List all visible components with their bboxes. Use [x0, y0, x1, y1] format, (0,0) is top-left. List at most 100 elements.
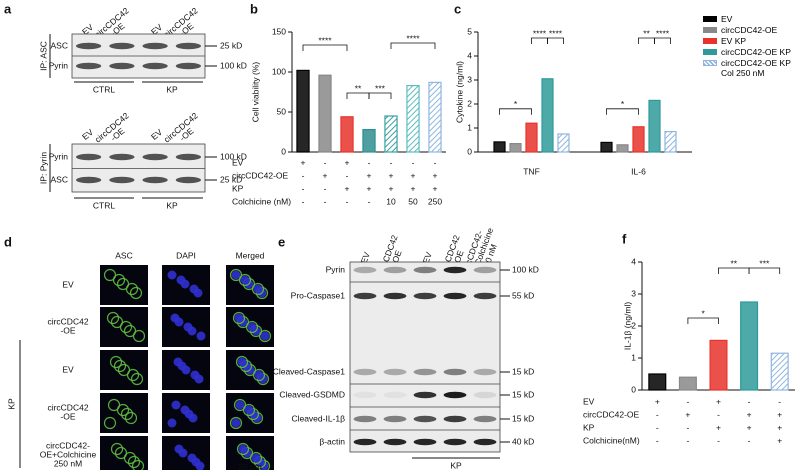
bar	[648, 373, 667, 391]
nucleus	[196, 331, 206, 341]
condition-sign: +	[389, 183, 394, 193]
marker-label: 40 kD	[512, 436, 534, 446]
row-label: Cleaved-Caspase1	[273, 366, 346, 376]
nucleus	[237, 357, 247, 367]
significance-label: ***	[375, 83, 386, 93]
condition-sign: +	[747, 422, 752, 432]
nucleus	[238, 444, 248, 454]
y-tick-label: 100	[272, 66, 286, 76]
blot-band	[473, 292, 497, 300]
nucleus	[253, 284, 263, 294]
row-label: Pyrin	[326, 264, 346, 274]
marker-label: 100 kD	[512, 264, 539, 274]
row-label: Pyrin	[49, 60, 69, 70]
bar	[770, 352, 789, 391]
panel-label: b	[250, 1, 258, 16]
nucleus	[176, 275, 186, 285]
condition-sign: +	[389, 170, 394, 180]
column-label: DAPI	[176, 250, 196, 260]
blot-band	[75, 62, 102, 70]
asc-signal	[127, 455, 141, 469]
condition-sign: +	[433, 170, 438, 180]
blot-band	[353, 415, 377, 423]
micrograph	[100, 393, 148, 433]
blot-band	[109, 62, 135, 70]
nucleus	[235, 400, 245, 410]
condition-label: KP	[583, 422, 595, 432]
nucleus	[251, 453, 261, 463]
asc-signal	[129, 286, 143, 300]
nucleus	[174, 444, 184, 454]
y-tick-label: 2	[467, 98, 472, 108]
condition-sign: -	[302, 196, 305, 206]
nucleus	[167, 270, 177, 280]
marker-label: 15 kD	[512, 389, 534, 399]
blot-band	[413, 266, 437, 274]
condition-sign: +	[716, 422, 721, 432]
blot-band	[109, 176, 135, 184]
condition-sign: +	[747, 409, 752, 419]
y-tick-label: 5	[467, 26, 472, 36]
nucleus	[180, 405, 190, 415]
asc-signal	[130, 372, 144, 386]
marker-label: 15 kD	[512, 366, 534, 376]
nucleus	[183, 322, 193, 332]
legend: EV circCDC42-OE EV KP circCDC42-OE KP circCD…	[703, 14, 800, 79]
condition-label: KP	[232, 183, 244, 193]
micrograph	[100, 436, 148, 470]
condition-sign: -	[412, 157, 415, 167]
asc-signal	[238, 273, 252, 287]
blot-band	[353, 391, 377, 399]
bar	[428, 81, 442, 153]
blot-band	[75, 176, 102, 184]
blot-band	[175, 176, 202, 184]
condition-sign: -	[656, 435, 659, 445]
blot-band	[383, 415, 407, 423]
panel-label: e	[278, 234, 285, 249]
marker-label: 55 kD	[512, 290, 534, 300]
bar	[648, 99, 661, 153]
condition-sign: -	[346, 196, 349, 206]
condition-sign: -	[778, 396, 781, 406]
condition-sign: 250	[428, 196, 442, 206]
row-label: EV	[62, 279, 74, 289]
blot-band	[473, 438, 497, 446]
blot-image	[71, 143, 206, 193]
bar	[740, 301, 759, 391]
significance-bracket	[687, 317, 719, 324]
condition-sign: -	[748, 396, 751, 406]
asc-signal	[232, 311, 246, 325]
significance-label: **	[643, 28, 650, 38]
nucleus	[240, 275, 250, 285]
asc-signal	[251, 282, 265, 296]
significance-label: ****	[656, 28, 670, 38]
significance-label: **	[355, 83, 362, 93]
blot-band	[175, 62, 202, 70]
legend-label: circCDC42-OE	[721, 25, 778, 35]
condition-sign: -	[324, 183, 327, 193]
significance-bracket	[531, 37, 548, 44]
marker-label: 25 kD	[220, 174, 242, 184]
legend-entry: EV	[703, 14, 800, 24]
legend-swatch	[703, 38, 717, 44]
bar	[664, 131, 677, 153]
y-tick-label: 0	[281, 146, 286, 156]
marker-label: 100 kD	[220, 60, 247, 70]
nucleus	[260, 331, 270, 341]
condition-label: Colchicine (nM)	[232, 196, 291, 206]
nucleus	[231, 270, 241, 280]
asc-signal	[114, 446, 128, 460]
asc-signal	[120, 407, 134, 421]
asc-signal	[236, 442, 250, 456]
condition-sign: -	[656, 422, 659, 432]
x-tick-label: TNF	[523, 166, 540, 176]
group-label: CTRL	[93, 200, 115, 210]
micrograph	[100, 307, 148, 347]
row-label: Pro-Caspase1	[291, 290, 346, 300]
bar	[616, 144, 629, 153]
condition-label: circCDC42-OE	[583, 409, 640, 419]
legend-label: EV KP	[721, 36, 747, 46]
nucleus	[190, 370, 200, 380]
significance-bracket	[638, 37, 655, 44]
